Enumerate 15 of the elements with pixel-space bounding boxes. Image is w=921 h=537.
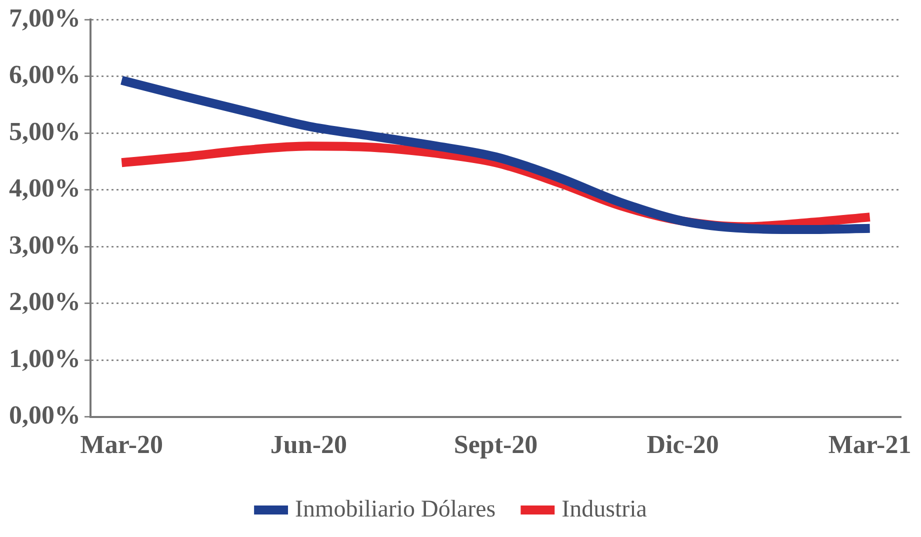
y-tick-label: 0,00% xyxy=(9,400,80,430)
x-tick-label: Sept-20 xyxy=(454,430,538,460)
x-tick-label: Jun-20 xyxy=(270,430,347,460)
y-tick-label: 5,00% xyxy=(9,116,80,146)
y-tick-label: 6,00% xyxy=(9,60,80,90)
y-tick-label: 1,00% xyxy=(9,344,80,373)
x-tick-label: Dic-20 xyxy=(646,430,719,460)
legend-label: Industria xyxy=(562,496,648,522)
y-tick-label: 7,00% xyxy=(9,3,80,32)
legend-label: Inmobiliario Dólares xyxy=(295,496,496,522)
y-tick-label: 4,00% xyxy=(9,174,80,203)
x-tick-label: Mar-21 xyxy=(828,430,912,460)
x-tick-label: Mar-20 xyxy=(80,430,164,460)
y-tick-label: 2,00% xyxy=(9,287,80,316)
y-tick-label: 3,00% xyxy=(9,230,80,260)
